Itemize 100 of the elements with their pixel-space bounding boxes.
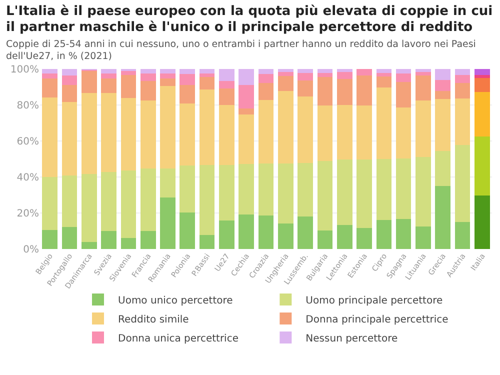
bar — [160, 74, 176, 79]
bar — [258, 83, 274, 100]
bar — [336, 72, 352, 79]
bar — [396, 108, 412, 159]
bar — [454, 69, 470, 76]
bar — [258, 100, 274, 164]
bar — [396, 218, 412, 249]
bar — [219, 69, 234, 81]
bar — [81, 70, 97, 94]
bar — [317, 77, 333, 106]
bar — [416, 76, 431, 100]
bar — [101, 93, 116, 172]
bar — [62, 176, 78, 227]
bar — [317, 106, 333, 161]
bar — [199, 69, 215, 74]
bar — [474, 136, 490, 196]
bar — [474, 69, 490, 75]
bar — [336, 78, 352, 106]
bar — [317, 69, 333, 73]
bar — [278, 91, 294, 164]
bar — [356, 69, 372, 76]
bar — [336, 105, 352, 160]
bar — [219, 88, 234, 106]
bar — [376, 76, 392, 88]
bar — [298, 69, 313, 73]
bar — [376, 220, 392, 249]
bar — [298, 96, 313, 163]
bar — [396, 69, 412, 74]
bar — [199, 73, 215, 78]
bar — [317, 160, 333, 230]
bar — [120, 98, 136, 171]
bar — [454, 75, 470, 84]
bar — [199, 165, 215, 235]
bar — [376, 72, 392, 77]
bar — [356, 159, 372, 228]
bar — [120, 238, 136, 249]
bar — [416, 226, 431, 249]
bar — [416, 157, 431, 226]
bar — [317, 230, 333, 249]
bar — [140, 81, 156, 100]
bar — [258, 69, 274, 74]
bar — [42, 177, 58, 230]
chart-title: L'Italia è il paese europeo con la quota più elevata di coppie in cui il partner maschile è l'unico o il principale percettore di reddito — [5, 3, 494, 36]
bar — [416, 69, 431, 72]
bar — [62, 102, 78, 176]
bar — [454, 83, 470, 99]
bar — [62, 69, 78, 76]
bar — [435, 69, 451, 80]
bar — [396, 74, 412, 82]
bar — [474, 196, 490, 249]
bar — [336, 69, 352, 72]
bar — [180, 212, 196, 249]
bar — [140, 231, 156, 249]
bar — [160, 78, 176, 86]
bar — [238, 69, 254, 86]
bar — [120, 170, 136, 238]
bar — [219, 164, 234, 221]
bar — [219, 80, 234, 88]
bar — [454, 144, 470, 222]
bar — [42, 230, 58, 249]
bar — [199, 89, 215, 166]
bar — [160, 86, 176, 168]
chart-subtitle: Coppie di 25-54 anni in cui nessuno, uno o entrambi i partner hanno un reddito da lavoro nei Paesi dell'Ue27, in % (2021) — [5, 38, 477, 63]
bar — [160, 168, 176, 198]
bar — [199, 234, 215, 249]
bar — [238, 114, 254, 164]
bar — [62, 226, 78, 249]
bar — [62, 85, 78, 102]
bar — [180, 85, 196, 104]
bar — [454, 98, 470, 145]
bar — [435, 90, 451, 100]
legend-label: Uomo principale percettore — [306, 295, 443, 306]
bar — [376, 88, 392, 159]
bar — [81, 93, 97, 174]
bar — [101, 172, 116, 231]
legend-label: Reddito simile — [118, 314, 189, 326]
y-tick-label: 0% — [23, 244, 39, 256]
bar — [140, 69, 156, 74]
bar — [278, 163, 294, 224]
bar — [101, 69, 116, 74]
bar — [278, 69, 294, 72]
bar — [120, 75, 136, 98]
bar — [396, 82, 412, 108]
bar — [356, 76, 372, 106]
bar — [42, 78, 58, 98]
bar — [238, 214, 254, 249]
bar — [356, 228, 372, 249]
bar — [435, 151, 451, 186]
bar — [81, 242, 97, 249]
bar — [180, 103, 196, 166]
y-tick-label: 60% — [16, 136, 39, 148]
bar — [454, 222, 470, 249]
bar — [160, 69, 176, 74]
bar — [219, 105, 234, 165]
bar — [199, 77, 215, 90]
y-tick-label: 40% — [16, 172, 39, 184]
legend-label: Nessun percettore — [306, 333, 398, 344]
bar — [376, 159, 392, 220]
bar — [140, 74, 156, 82]
bar — [298, 162, 313, 217]
